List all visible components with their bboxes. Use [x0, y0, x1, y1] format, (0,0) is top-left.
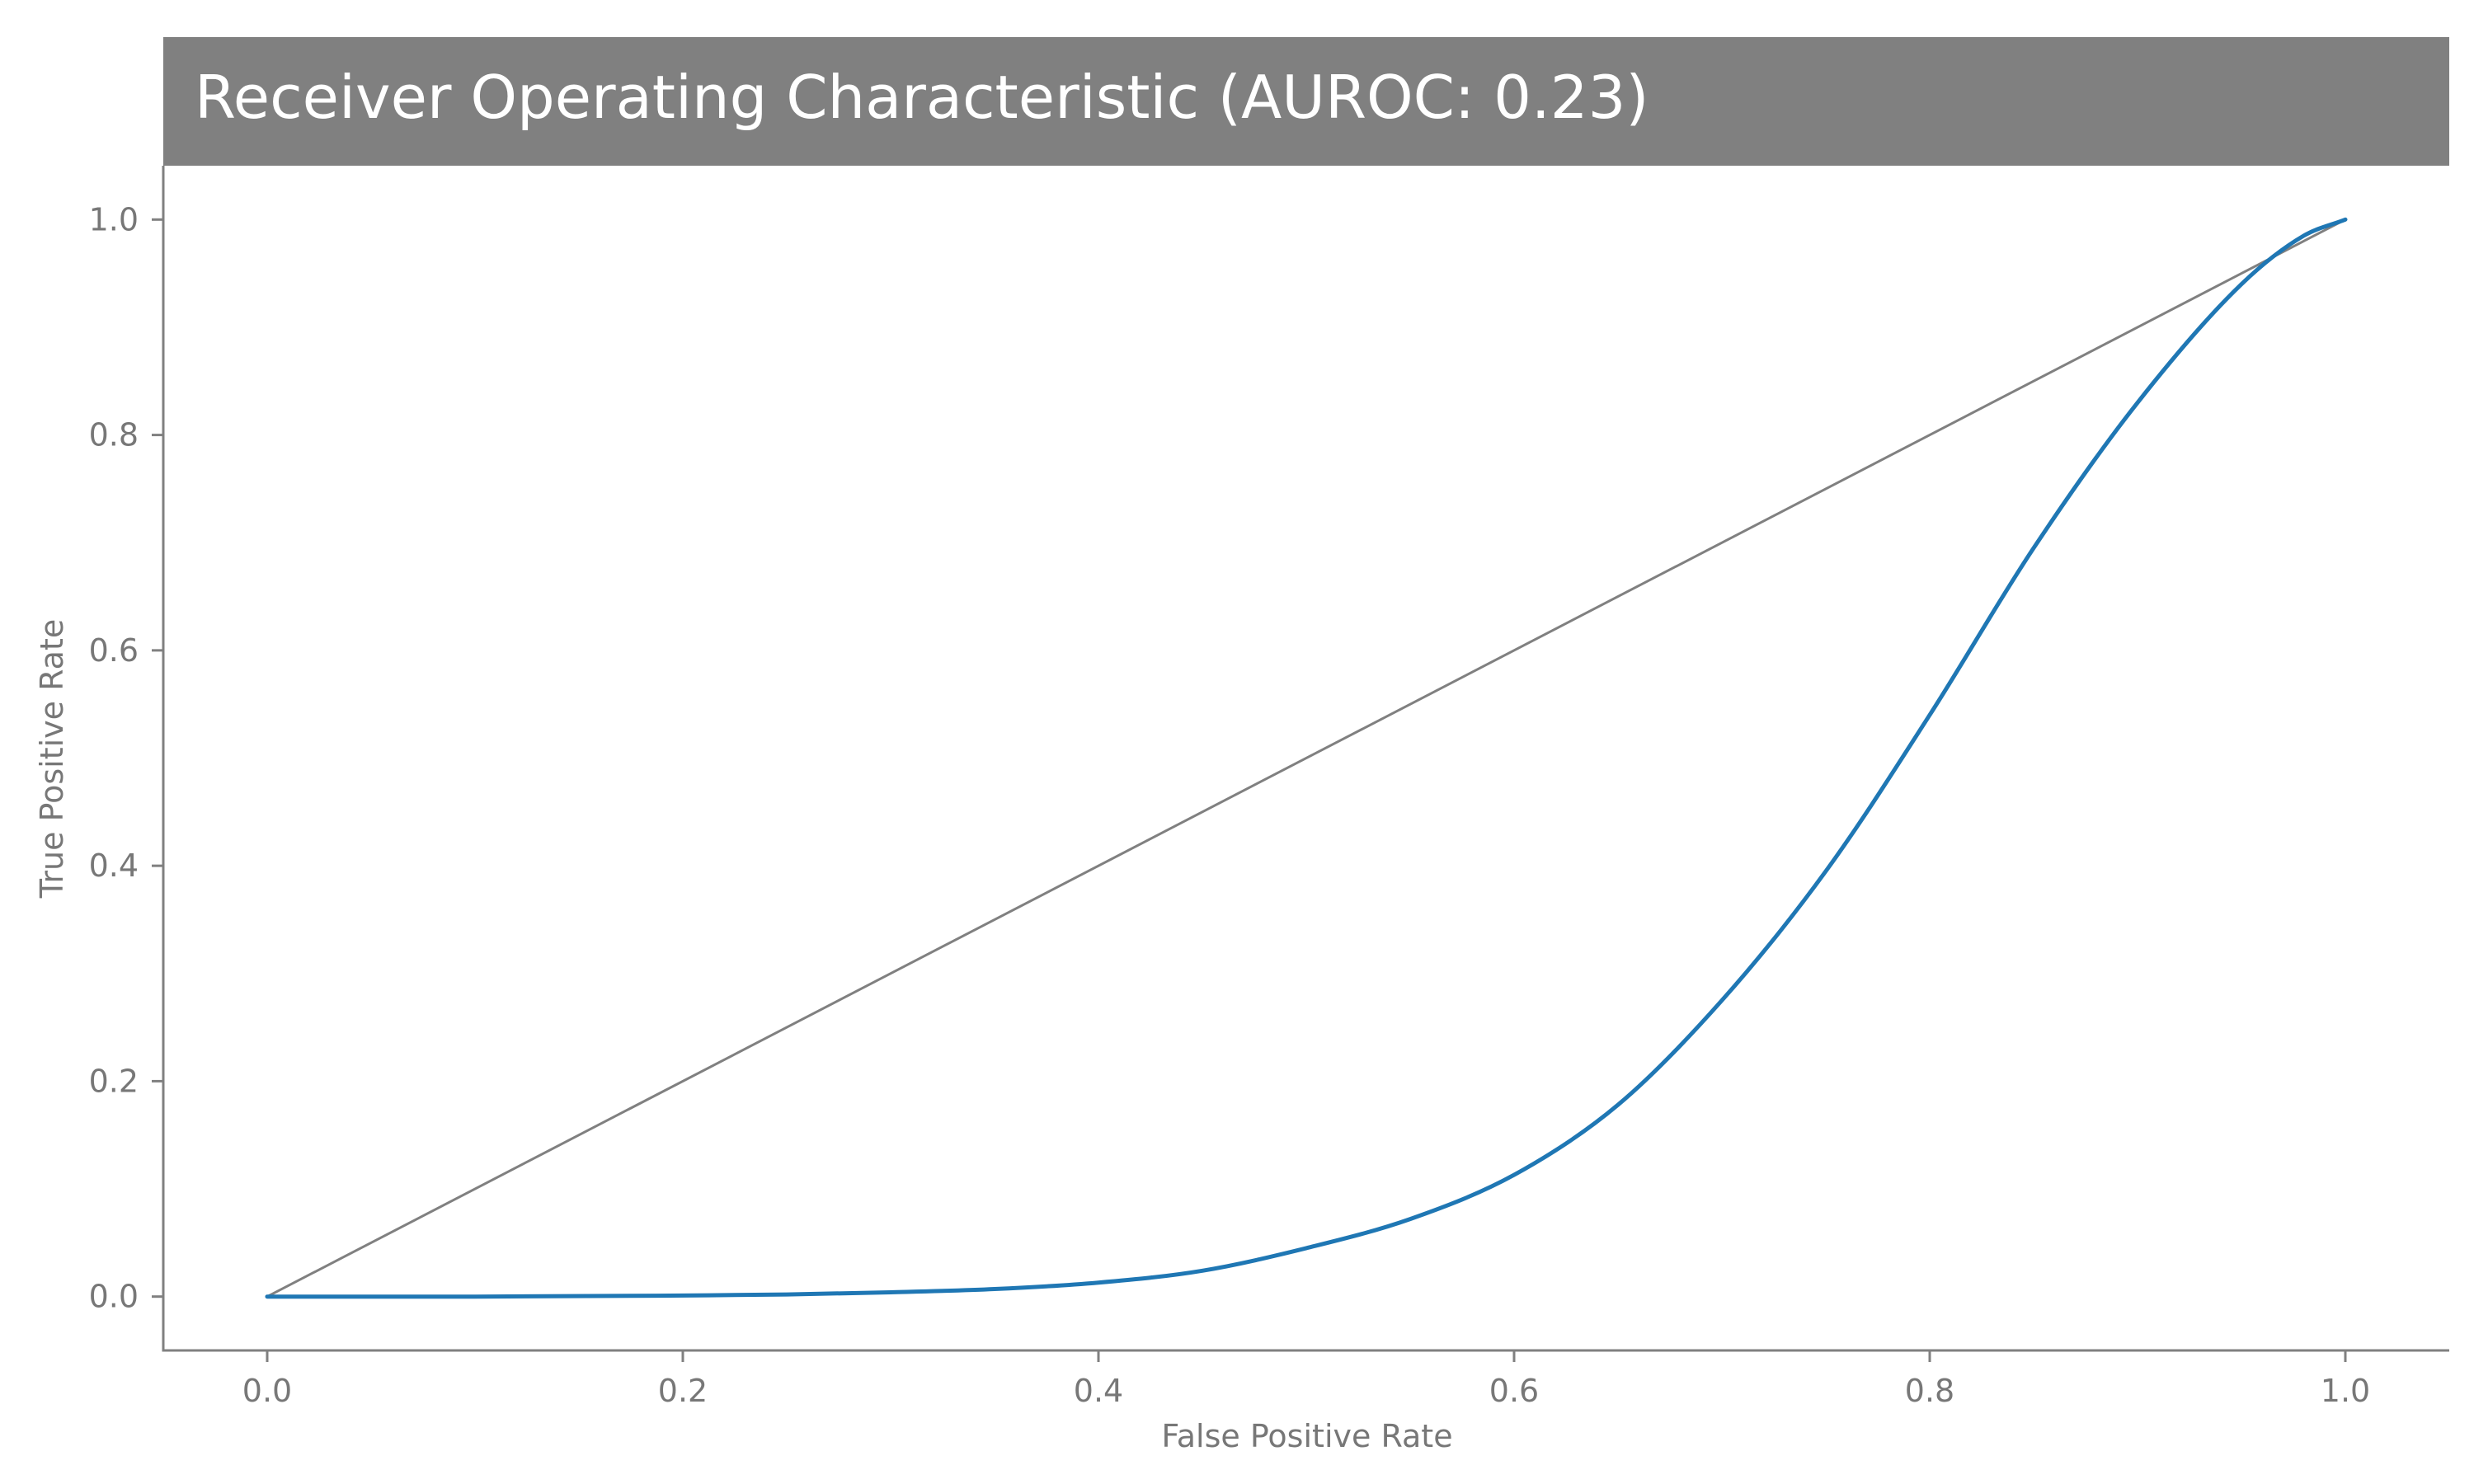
x-tick-label: 0.4: [1074, 1373, 1123, 1409]
title-bar: [163, 37, 2449, 166]
axis-spines: [162, 166, 2449, 1352]
y-tick-label: 0.4: [89, 848, 139, 884]
x-tick-label: 0.6: [1489, 1373, 1539, 1409]
x-axis-ticks: 0.0 0.2 0.4 0.6 0.8 1.0: [242, 1350, 2370, 1409]
x-tick-label: 0.2: [658, 1373, 708, 1409]
y-tick-label: 0.6: [89, 632, 139, 669]
y-axis-label: True Positive Rate: [34, 619, 70, 899]
diagonal-reference-line: [266, 218, 2346, 1298]
y-tick-label: 0.0: [89, 1279, 139, 1315]
x-tick-label: 0.8: [1905, 1373, 1954, 1409]
chart-title: Receiver Operating Characteristic (AUROC…: [195, 63, 1649, 132]
x-tick-label: 1.0: [2321, 1373, 2370, 1409]
y-tick-label: 0.2: [89, 1063, 139, 1099]
plot-lines: [265, 217, 2348, 1299]
x-tick-label: 0.0: [242, 1373, 292, 1409]
x-axis-label: False Positive Rate: [1161, 1418, 1452, 1454]
roc-curve: [265, 217, 2348, 1299]
y-tick-label: 0.8: [89, 417, 139, 453]
y-tick-label: 1.0: [89, 201, 139, 237]
y-axis-ticks: 0.0 0.2 0.4 0.6 0.8 1.0: [89, 201, 163, 1315]
